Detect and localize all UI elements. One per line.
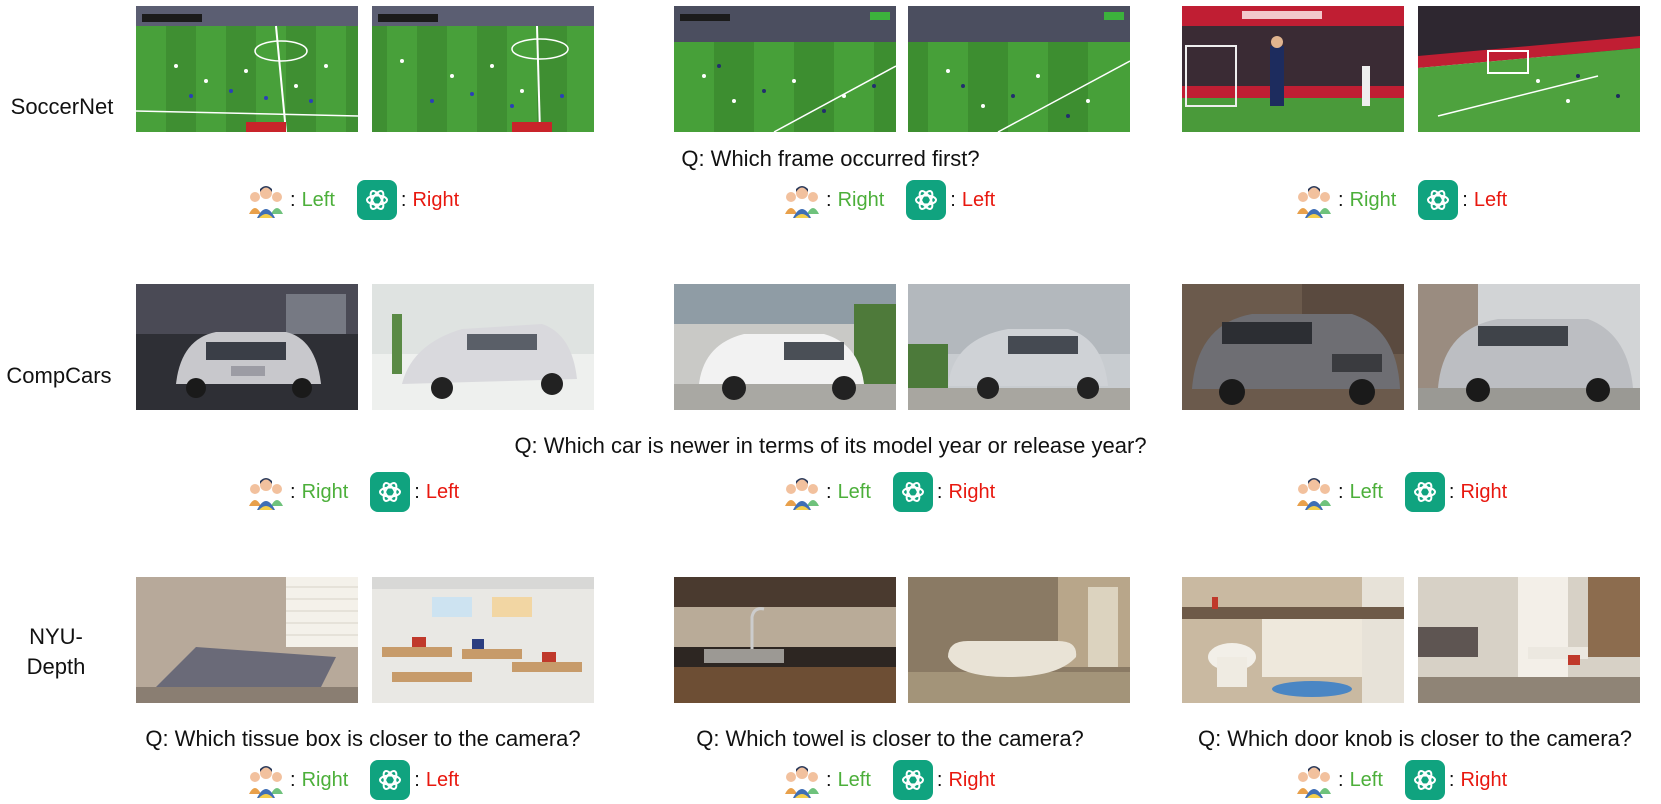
question-nyu-2: Q: Which towel is closer to the camera? [696, 726, 1084, 751]
answer-group: : Left : Right [782, 472, 995, 512]
human-annotators-icon [1294, 180, 1334, 220]
question-soccernet: Q: Which frame occurred first? [681, 146, 980, 171]
gpt-answer: Left [425, 768, 460, 791]
gpt-answer: Left [961, 188, 996, 211]
gpt-answer: Right [1460, 480, 1508, 503]
soccer-frame-1-left [136, 6, 358, 132]
question-nyu-3: Q: Which door knob is closer to the came… [1197, 726, 1633, 751]
human-annotators-icon [246, 760, 286, 800]
human-answer: Right [301, 768, 349, 791]
human-answer: Left [837, 768, 871, 791]
chatgpt-logo-icon [370, 472, 411, 512]
answer-group: : Left : Right [1294, 760, 1507, 800]
soccer-frame-3-right [1418, 6, 1640, 132]
dataset-label-compcars: CompCars [6, 363, 112, 388]
car-photo-3-left [1182, 284, 1404, 410]
human-annotators-icon [246, 180, 286, 220]
indoor-photo-1-left [136, 577, 358, 703]
human-answer: Right [1349, 188, 1397, 211]
human-annotators-icon [782, 760, 822, 800]
gpt-answer: Right [948, 480, 996, 503]
chatgpt-logo-icon [1404, 760, 1445, 800]
human-answer: Left [1349, 768, 1383, 791]
indoor-photo-1-right [372, 577, 594, 703]
soccer-frame-2-right [908, 6, 1130, 132]
car-photo-2-right [908, 284, 1130, 410]
answer-group: : Left : Right [782, 760, 995, 800]
gpt-answer: Right [1460, 768, 1508, 791]
car-photo-1-left [136, 284, 358, 410]
question-nyu-1: Q: Which tissue box is closer to the cam… [145, 726, 581, 751]
human-annotators-icon [782, 180, 822, 220]
car-photo-3-right [1418, 284, 1640, 410]
dataset-label-soccernet: SoccerNet [10, 94, 114, 119]
indoor-photo-3-right [1418, 577, 1640, 703]
chatgpt-logo-icon [1404, 472, 1445, 512]
human-annotators-icon [782, 472, 822, 512]
human-answer: Right [837, 188, 885, 211]
human-annotators-icon [1294, 760, 1334, 800]
answer-group: : Left : Right [246, 180, 459, 220]
indoor-photo-2-right [908, 577, 1130, 703]
chatgpt-logo-icon [892, 472, 933, 512]
human-answer: Left [837, 480, 871, 503]
answer-group: : Right : Left [1294, 180, 1507, 220]
dataset-label-nyu-depth: NYU- Depth [26, 624, 86, 679]
answer-group: : Right : Left [246, 760, 459, 800]
gpt-answer: Left [1473, 188, 1508, 211]
soccer-frame-3-left [1182, 6, 1404, 132]
question-compcars: Q: Which car is newer in terms of its mo… [514, 433, 1147, 458]
chatgpt-logo-icon [906, 180, 947, 220]
car-photo-2-left [674, 284, 896, 410]
human-annotators-icon [1294, 472, 1334, 512]
indoor-photo-3-left [1182, 577, 1404, 703]
gpt-answer: Left [425, 480, 460, 503]
soccer-frame-2-left [674, 6, 896, 132]
answer-group: : Left : Right [1294, 472, 1507, 512]
chatgpt-logo-icon [370, 760, 411, 800]
chatgpt-logo-icon [892, 760, 933, 800]
car-photo-1-right [372, 284, 594, 410]
soccer-frame-1-right [372, 6, 594, 132]
human-annotators-icon [246, 472, 286, 512]
indoor-photo-2-left [674, 577, 896, 703]
gpt-answer: Right [948, 768, 996, 791]
gpt-answer: Right [412, 188, 460, 211]
chatgpt-logo-icon [356, 180, 397, 220]
answer-group: : Right : Left [782, 180, 995, 220]
human-answer: Right [301, 480, 349, 503]
human-answer: Left [301, 188, 335, 211]
answer-group: : Right : Left [246, 472, 459, 512]
human-answer: Left [1349, 480, 1383, 503]
chatgpt-logo-icon [1418, 180, 1459, 220]
